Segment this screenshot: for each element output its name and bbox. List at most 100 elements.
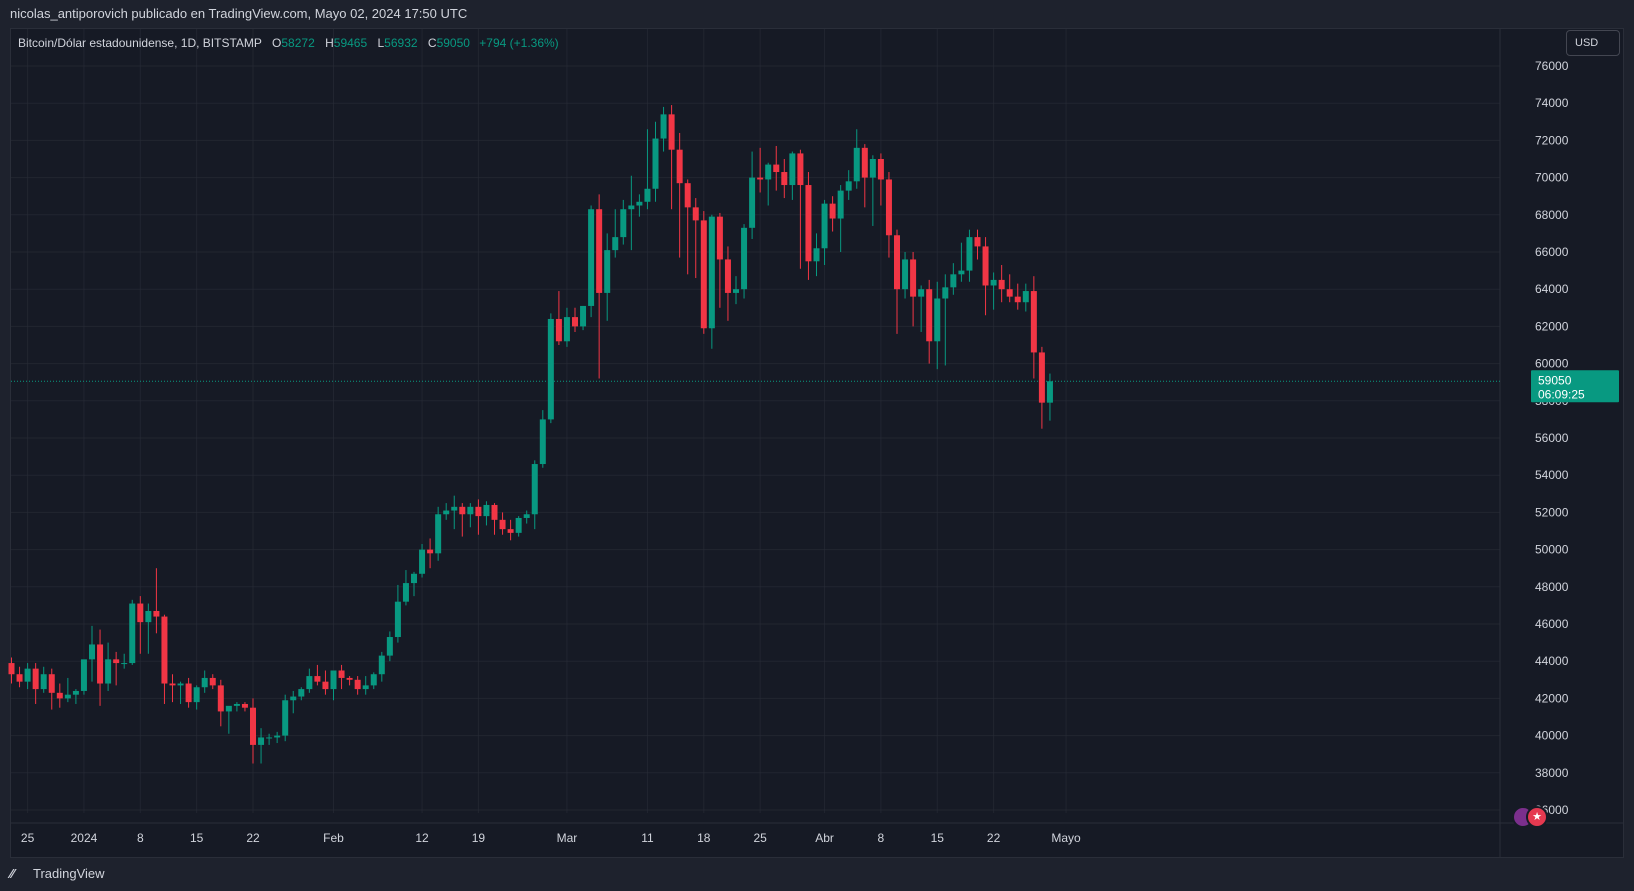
y-tick-label: 48000: [1535, 580, 1569, 594]
candle-body: [386, 637, 393, 656]
candle-body: [217, 685, 224, 712]
candle-body: [805, 185, 812, 262]
candle-body: [998, 279, 1005, 290]
candle-body: [427, 549, 434, 554]
candle-body: [628, 205, 635, 210]
y-tick-label: 42000: [1535, 691, 1569, 705]
candle-body: [113, 659, 120, 664]
y-tick-label: 56000: [1535, 431, 1569, 445]
legend-close: 59050: [436, 36, 470, 50]
x-tick-label: 22: [987, 831, 1001, 845]
candle-body: [491, 504, 498, 520]
x-tick-label: 12: [415, 831, 429, 845]
chart-pane[interactable]: [10, 28, 1624, 858]
candle-body: [250, 707, 256, 745]
candle-body: [177, 683, 184, 686]
candle-body: [346, 677, 353, 680]
y-tick-label: 50000: [1535, 543, 1569, 557]
candle-body: [451, 506, 458, 511]
candle-body: [636, 201, 643, 206]
candle-body: [539, 419, 546, 465]
candle-body: [402, 583, 409, 602]
candle-body: [137, 603, 144, 623]
candle-body: [652, 138, 659, 189]
candle-body: [950, 274, 957, 288]
candle-body: [934, 298, 941, 342]
y-tick-label: 46000: [1535, 617, 1569, 631]
currency-button[interactable]: USD: [1566, 30, 1620, 56]
candle-body: [56, 692, 63, 699]
candle-body: [829, 203, 836, 219]
x-tick-label: 8: [137, 831, 144, 845]
candle-body: [370, 674, 377, 686]
legend-low-label: L: [377, 36, 385, 50]
candle-body: [918, 289, 925, 297]
candle-body: [942, 287, 949, 299]
candle-body: [193, 687, 200, 703]
candle-body: [475, 506, 482, 517]
candle-body: [974, 237, 981, 247]
candle-body: [105, 659, 112, 684]
x-tick-label: 15: [931, 831, 945, 845]
candle-body: [902, 259, 909, 290]
candle-body: [692, 207, 699, 221]
x-tick-label: Feb: [323, 831, 344, 845]
candle-body: [8, 663, 15, 675]
y-tick-label: 66000: [1535, 245, 1569, 259]
candle-body: [837, 190, 844, 219]
tradingview-logo-icon[interactable]: ⁄⁄: [10, 866, 15, 881]
candle-body: [877, 159, 884, 180]
footer: ⁄⁄ TradingView: [0, 858, 1634, 891]
candle-body: [563, 317, 570, 342]
y-tick-label: 64000: [1535, 282, 1569, 296]
candle-body: [700, 220, 707, 329]
candle-body: [741, 227, 748, 290]
candle-body: [926, 289, 933, 342]
legend-open-label: O: [272, 36, 282, 50]
candle-body: [1014, 296, 1021, 303]
candle-body: [48, 674, 55, 693]
candle-body: [306, 676, 313, 690]
y-tick-label: 38000: [1535, 766, 1569, 780]
candle-body: [789, 153, 796, 186]
y-tick-label: 52000: [1535, 505, 1569, 519]
candle-body: [483, 504, 490, 517]
candle-body: [362, 685, 369, 690]
candle-body: [781, 172, 788, 186]
candle-body: [97, 644, 104, 684]
candle-body: [298, 689, 305, 697]
candle-body: [990, 279, 997, 286]
candle-body: [588, 209, 595, 306]
candle-body: [394, 601, 401, 638]
candle-body: [459, 506, 466, 515]
x-tick-label: Abr: [815, 831, 834, 845]
legend-high-label: H: [325, 36, 334, 50]
countdown-label: 06:09:25: [1538, 387, 1585, 401]
x-tick-label: 2024: [71, 831, 98, 845]
y-tick-label: 44000: [1535, 654, 1569, 668]
candle-body: [724, 259, 731, 293]
x-tick-label: 22: [246, 831, 260, 845]
candle-body: [266, 737, 273, 739]
y-tick-label: 72000: [1535, 133, 1569, 147]
candle-body: [644, 188, 651, 202]
candle-body: [523, 514, 530, 518]
candle-body: [145, 610, 152, 623]
candle-body: [1038, 352, 1045, 403]
candle-body: [16, 674, 23, 682]
candle-body: [24, 668, 31, 682]
legend-high: 59465: [333, 36, 368, 50]
candle-body: [885, 179, 892, 236]
candle-body: [821, 203, 828, 249]
candle-body: [861, 147, 868, 178]
candle-body: [958, 270, 965, 275]
candle-body: [676, 149, 683, 184]
us-flag-icon[interactable]: ★: [1526, 806, 1548, 828]
brand-label[interactable]: TradingView: [33, 866, 105, 881]
candle-body: [773, 164, 780, 173]
candle-body: [1006, 289, 1013, 297]
candle-body: [531, 464, 538, 515]
candle-body: [338, 670, 345, 678]
candle-body: [201, 677, 208, 688]
